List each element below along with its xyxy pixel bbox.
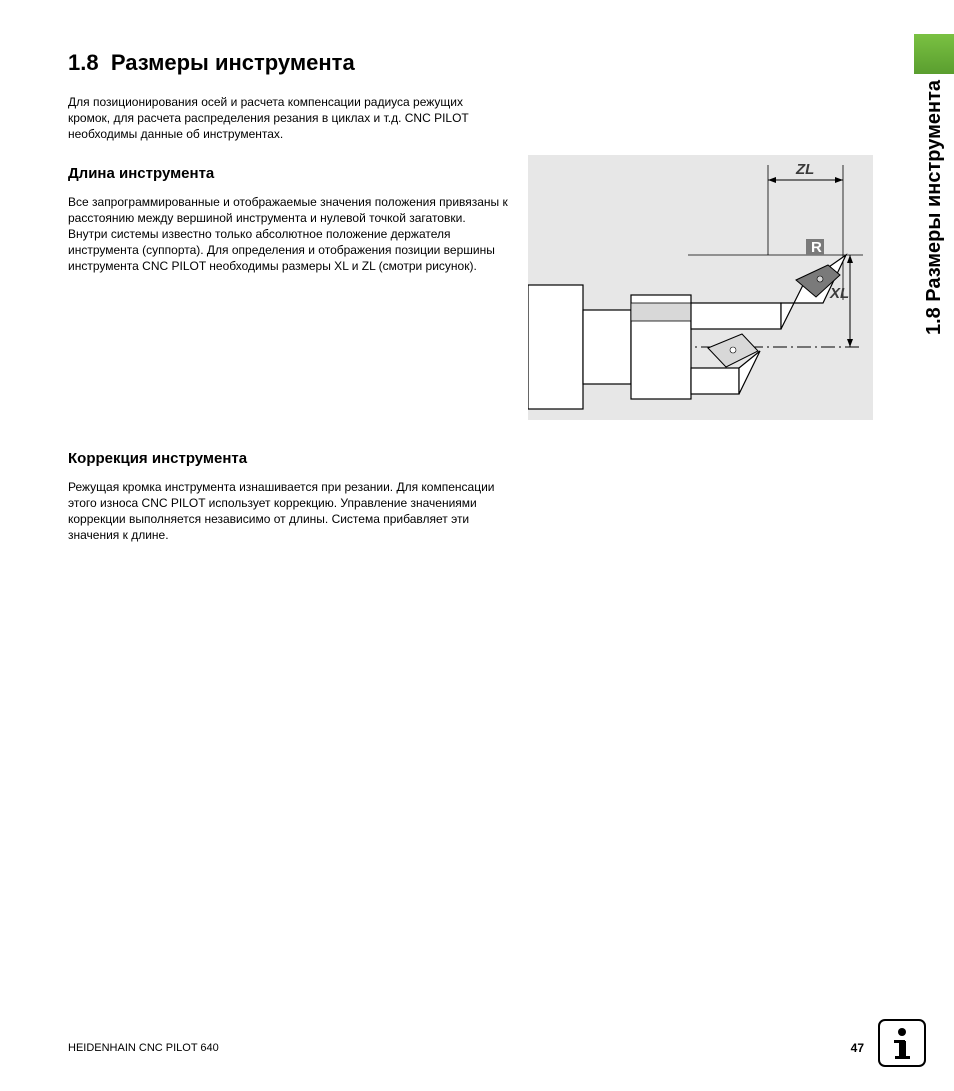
section-name: Размеры инструмента (111, 50, 355, 75)
section-number: 1.8 (68, 50, 99, 75)
subsection-1-para: Все запрограммированные и отображаемые з… (68, 194, 508, 275)
page-number: 47 (851, 1041, 864, 1055)
subsection-1-title: Длина инструмента (68, 165, 508, 182)
tool-diagram-svg (528, 155, 873, 420)
section-title: 1.8 Размеры инструмента (68, 50, 864, 76)
info-icon (878, 1019, 926, 1067)
figure-label-r: R (811, 239, 822, 256)
tool-dimension-figure: ZL XL R (528, 155, 873, 420)
page-footer: HEIDENHAIN CNC PILOT 640 47 (68, 1041, 864, 1055)
figure-label-zl: ZL (796, 161, 814, 178)
figure-label-xl: XL (830, 285, 849, 302)
subsection-2-para: Режущая кромка инструмента изнашивается … (68, 479, 508, 544)
subsection-2-title: Коррекция инструмента (68, 450, 864, 467)
side-tab: 1.8 Размеры инструмента (914, 34, 954, 335)
footer-left-text: HEIDENHAIN CNC PILOT 640 (68, 1042, 219, 1054)
side-tab-label: 1.8 Размеры инструмента (923, 80, 946, 335)
side-tab-accent (914, 34, 954, 74)
intro-paragraph: Для позиционирования осей и расчета комп… (68, 94, 508, 143)
